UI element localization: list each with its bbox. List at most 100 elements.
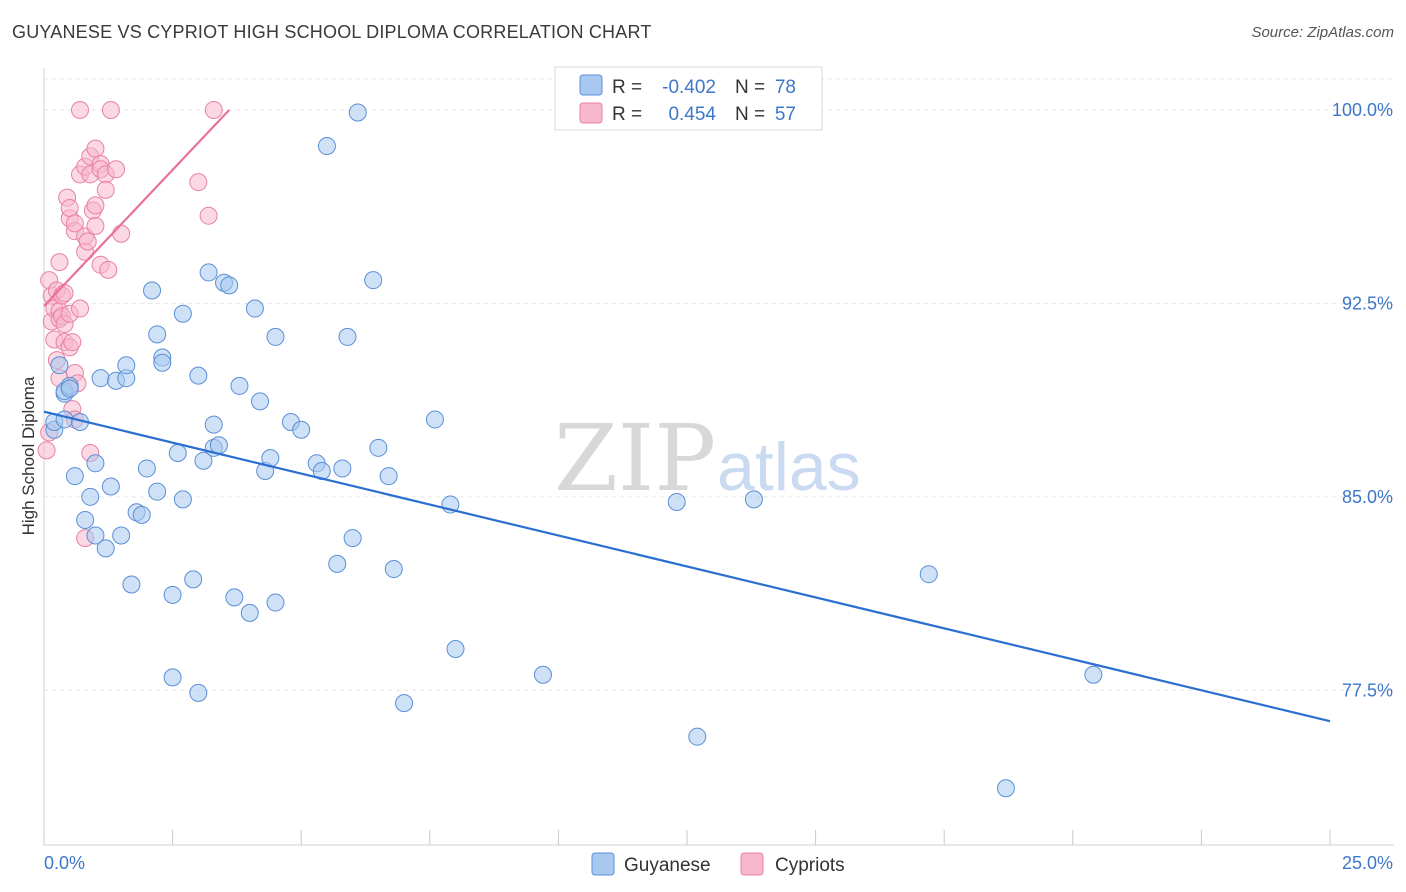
data-point [101,100,120,119]
data-point [384,560,403,579]
y-tick-label: 77.5% [1342,680,1393,700]
cypriots-legend-swatch [579,102,603,124]
series-legend: Guyanese Cypriots [591,852,845,876]
data-point [50,253,69,272]
data-point [60,379,79,398]
data-point [209,436,228,455]
legend-label-cypriots: Cypriots [775,855,845,876]
data-point [369,438,388,457]
watermark-zip: ZIP [554,405,716,512]
data-point [194,451,213,470]
data-point [996,779,1015,798]
data-point [204,100,223,119]
data-point [225,588,244,607]
watermark-atlas: atlas [717,429,861,505]
guyanese-points [45,103,1103,798]
cypriots-n-value: 57 [775,104,796,125]
data-point [96,180,115,199]
legend-label-guyanese: Guyanese [624,855,711,876]
y-axis-title: High School Diploma [19,376,38,535]
guyanese-trendline [43,410,1331,723]
data-point [148,325,167,344]
y-tick-labels: 77.5% 85.0% 92.5% 100.0% [1332,100,1393,700]
data-point [81,487,100,506]
data-point [99,260,118,279]
data-point [348,103,367,122]
data-point [112,224,131,243]
data-point [86,454,105,473]
data-point [240,603,259,622]
y-tick-label: 92.5% [1342,293,1393,313]
data-point [55,284,74,303]
y-tick-label: 85.0% [1342,487,1393,507]
data-point [96,539,115,558]
data-point [220,276,239,295]
data-point [86,526,105,545]
data-point [107,160,126,179]
data-point [112,526,131,545]
cypriots-trendline [43,109,230,307]
data-point [122,575,141,594]
data-point [153,353,172,372]
data-point [163,668,182,687]
data-point [71,100,90,119]
data-point [667,492,686,511]
data-point [50,356,69,375]
source-label: Source: ZipAtlas.com [1251,24,1394,41]
data-point [86,217,105,236]
data-point [266,593,285,612]
data-point [37,441,56,460]
data-point [60,198,79,217]
chart-title: GUYANESE VS CYPRIOT HIGH SCHOOL DIPLOMA … [12,22,652,42]
legend-swatch-guyanese [591,852,615,876]
x-axis-ticks [43,830,1331,845]
data-point [343,529,362,548]
data-point [148,482,167,501]
data-point [168,443,187,462]
cypriots-r-label: R = [612,104,642,125]
data-point [71,299,90,318]
data-point [55,410,74,429]
data-point [189,173,208,192]
stats-legend: R = -0.402 N = 78 R = 0.454 N = 57 [554,66,823,131]
data-point [395,694,414,713]
data-point [86,139,105,158]
cypriots-r-value: 0.454 [668,104,716,125]
data-point [919,565,938,584]
data-point [266,327,285,346]
data-point [65,214,84,233]
data-point [189,366,208,385]
trendlines [43,109,1331,723]
data-point [204,415,223,434]
data-point [364,271,383,290]
data-point [379,467,398,486]
cypriots-points [37,100,223,548]
data-point [132,505,151,524]
data-point [137,459,156,478]
x-tick-label-min: 0.0% [44,853,85,873]
data-point [173,490,192,509]
data-point [91,369,110,388]
data-point [744,490,763,509]
data-point [425,410,444,429]
data-point [292,420,311,439]
data-point [163,585,182,604]
data-point [338,327,357,346]
data-point [1084,665,1103,684]
data-point [333,459,352,478]
data-point [189,683,208,702]
data-point [101,477,120,496]
data-point [688,727,707,746]
data-point [173,304,192,323]
data-point [317,137,336,156]
guyanese-r-value: -0.402 [662,77,716,98]
guyanese-legend-swatch [579,74,603,96]
data-point [446,639,465,658]
data-point [251,392,270,411]
legend-swatch-cypriots [740,852,764,876]
data-point [533,665,552,684]
guyanese-r-label: R = [612,77,642,98]
cypriots-n-label: N = [735,104,765,125]
data-point [63,333,82,352]
